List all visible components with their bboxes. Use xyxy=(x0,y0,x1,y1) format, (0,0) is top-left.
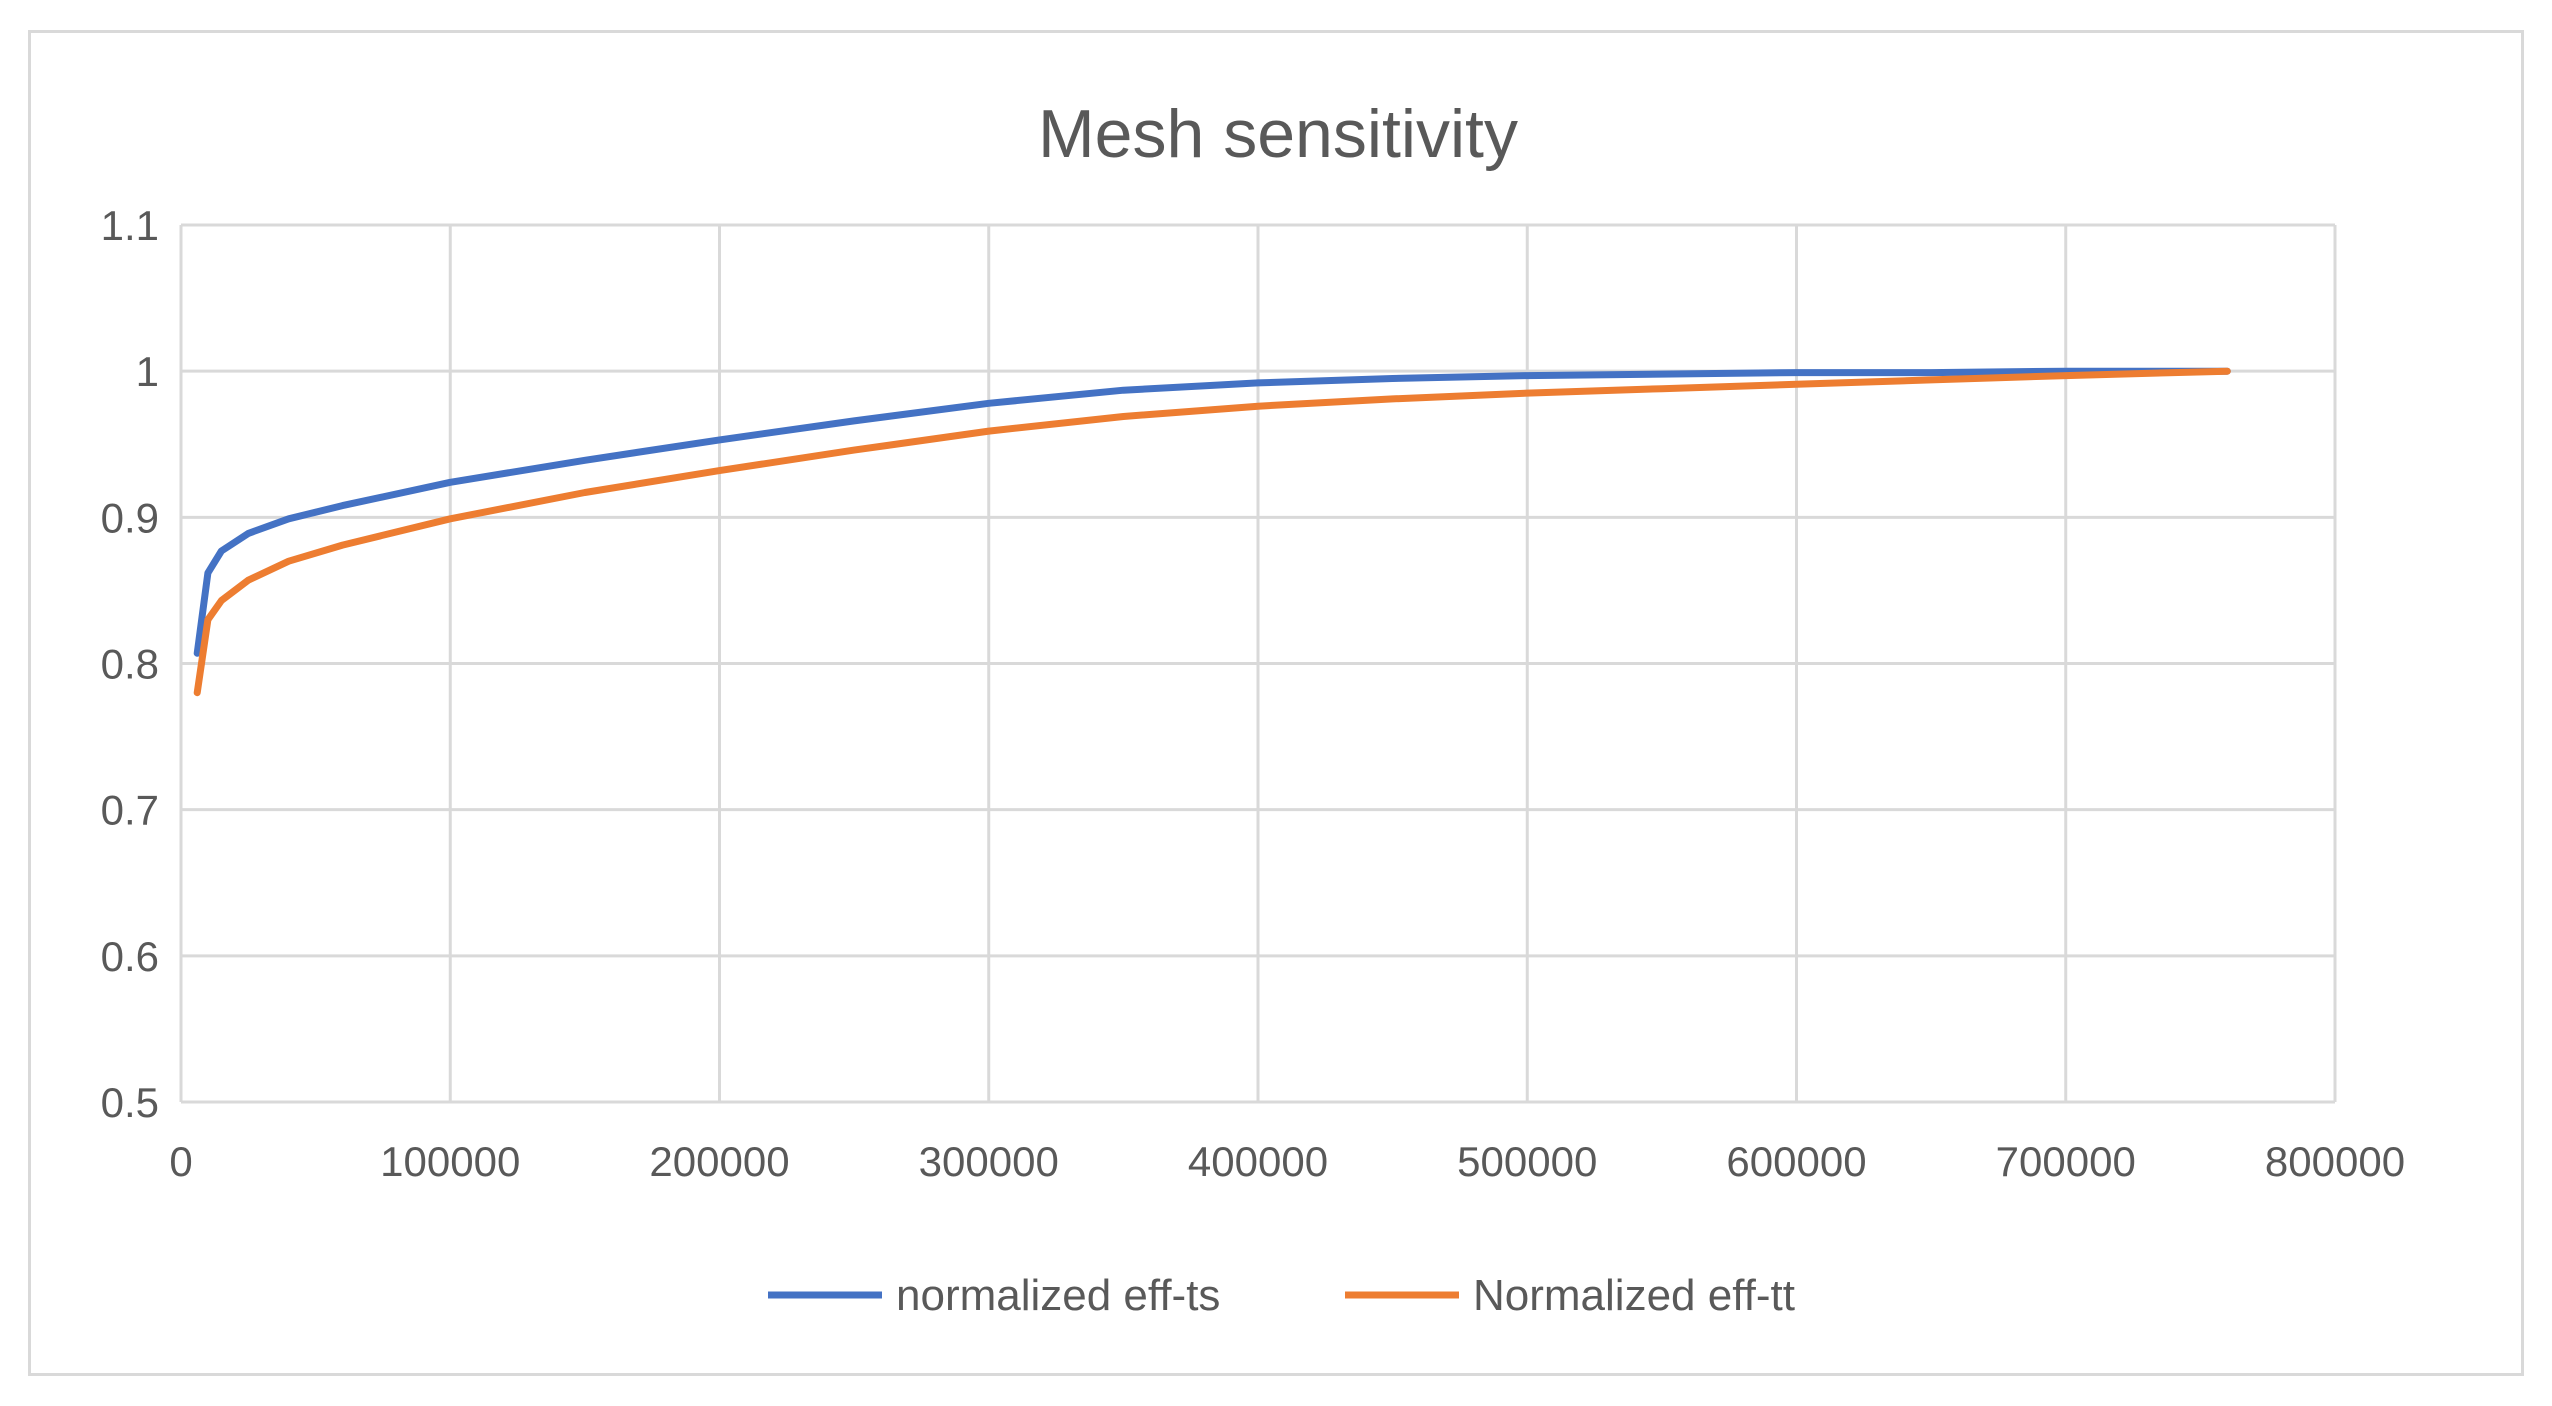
x-tick-label: 500000 xyxy=(1457,1138,1597,1185)
series-layer xyxy=(193,367,2231,697)
series-line-eff-ts xyxy=(193,367,2231,657)
x-tick-label: 300000 xyxy=(919,1138,1059,1185)
y-tick-label: 1.1 xyxy=(101,202,159,249)
y-tick-label: 0.8 xyxy=(101,641,159,688)
y-tick-label: 0.7 xyxy=(101,787,159,834)
x-tick-label: 600000 xyxy=(1726,1138,1866,1185)
chart-svg: Mesh sensitivity 0.5 0.6 0.7 0.8 0.9 1 1.1 0 100… xyxy=(101,96,2405,1320)
x-tick-label: 400000 xyxy=(1188,1138,1328,1185)
series-line-eff-tt xyxy=(193,367,2231,697)
x-tick-label: 200000 xyxy=(649,1138,789,1185)
x-tick-label: 700000 xyxy=(1996,1138,2136,1185)
legend: normalized eff-ts Normalized eff-tt xyxy=(768,1271,1795,1320)
x-tick-label: 0 xyxy=(169,1138,192,1185)
grid-layer xyxy=(179,223,2337,1104)
y-tick-label: 0.5 xyxy=(101,1079,159,1126)
x-tick-label: 800000 xyxy=(2265,1138,2405,1185)
axis-layer: 0.5 0.6 0.7 0.8 0.9 1 1.1 0 100000 200000 300000 40… xyxy=(101,202,2405,1185)
legend-label: normalized eff-ts xyxy=(896,1271,1220,1320)
legend-label: Normalized eff-tt xyxy=(1473,1271,1795,1320)
x-tick-label: 100000 xyxy=(380,1138,520,1185)
y-tick-label: 0.6 xyxy=(101,933,159,980)
chart-title: Mesh sensitivity xyxy=(1038,96,1518,172)
y-tick-label: 1 xyxy=(136,348,159,395)
y-tick-label: 0.9 xyxy=(101,494,159,541)
chart-frame: Mesh sensitivity 0.5 0.6 0.7 0.8 0.9 1 1.1 0 100… xyxy=(28,30,2524,1376)
